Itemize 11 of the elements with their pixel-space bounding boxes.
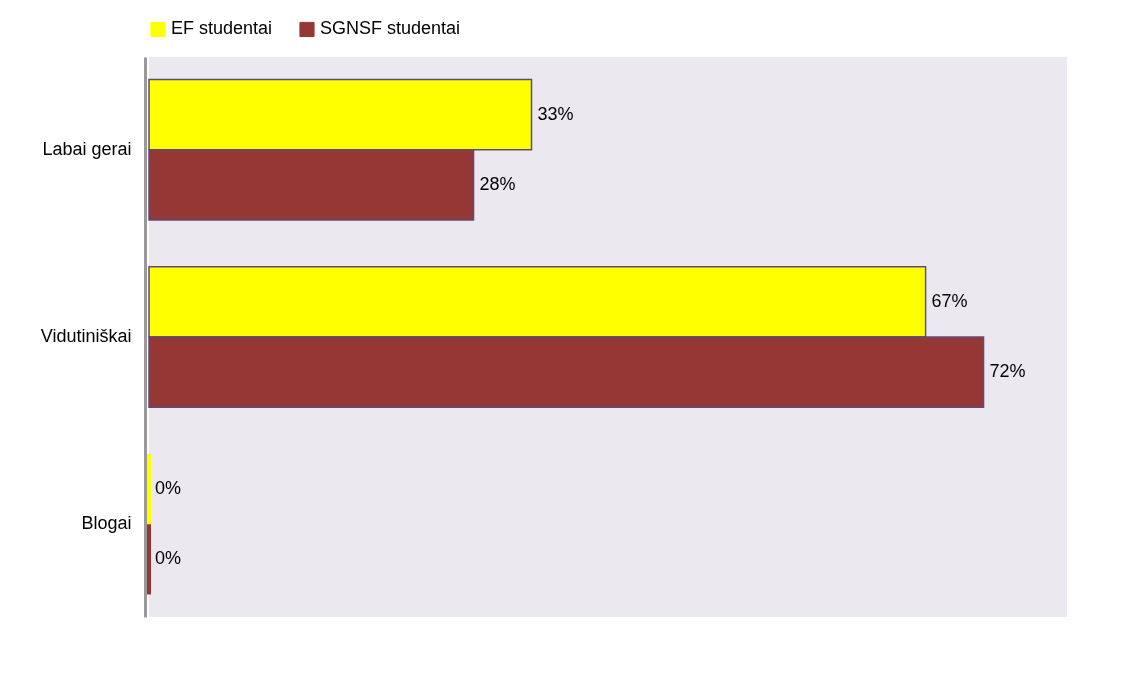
data-label: 28% [479, 173, 516, 194]
y-tick-label: Labai gerai [42, 138, 132, 159]
data-label: 0% [155, 478, 182, 499]
legend-label: SGNSF studentai [320, 18, 461, 39]
y-tick-label: Blogai [81, 513, 132, 534]
data-label: 72% [989, 361, 1026, 382]
data-label: 67% [931, 290, 968, 311]
legend-label: EF studentai [171, 18, 273, 39]
data-label: 0% [155, 548, 182, 569]
data-label: 33% [537, 103, 574, 124]
y-tick-label: Vidutiniškai [40, 326, 132, 346]
